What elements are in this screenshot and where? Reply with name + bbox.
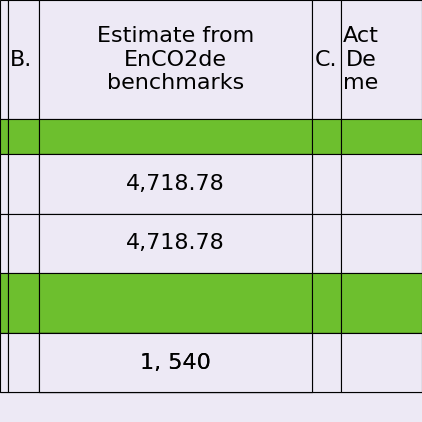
Bar — [312, 119, 341, 154]
Bar — [39, 154, 312, 214]
Text: Act
De
me: Act De me — [343, 26, 379, 93]
Bar — [341, 273, 422, 333]
Bar — [39, 333, 312, 392]
Bar — [8, 154, 39, 214]
Bar — [39, 119, 312, 154]
Bar — [8, 119, 39, 154]
Bar — [0, 273, 8, 333]
Bar — [39, 214, 312, 273]
Bar — [312, 0, 341, 119]
Text: Estimate from
EnCO2de
benchmarks: Estimate from EnCO2de benchmarks — [97, 26, 254, 93]
Bar — [0, 333, 8, 392]
Text: 4,718.78: 4,718.78 — [126, 173, 225, 194]
Bar — [341, 333, 422, 392]
Text: 1, 540: 1, 540 — [140, 353, 211, 373]
Bar — [312, 154, 341, 214]
Bar — [341, 0, 422, 119]
Text: 4,718.78: 4,718.78 — [126, 233, 225, 254]
Bar — [39, 333, 312, 392]
Bar — [39, 214, 312, 273]
Bar — [0, 333, 8, 392]
Bar — [0, 0, 8, 119]
Text: 1, 540: 1, 540 — [140, 353, 211, 373]
Bar — [341, 154, 422, 214]
Bar — [39, 333, 312, 392]
Bar — [0, 154, 8, 214]
Bar — [8, 0, 39, 119]
Bar — [0, 119, 8, 154]
Bar — [312, 273, 341, 333]
Bar — [39, 273, 312, 333]
Bar — [39, 333, 312, 392]
Bar — [0, 214, 8, 273]
Bar — [8, 333, 39, 392]
Bar — [341, 333, 422, 392]
Text: C.: C. — [314, 49, 337, 70]
Bar — [8, 333, 39, 392]
Bar — [312, 333, 341, 392]
Bar — [8, 214, 39, 273]
Bar — [312, 333, 341, 392]
Bar — [312, 214, 341, 273]
Bar — [39, 154, 312, 214]
Bar — [39, 0, 312, 119]
Text: B.: B. — [10, 49, 32, 70]
Bar — [341, 214, 422, 273]
Bar — [8, 273, 39, 333]
Bar — [341, 119, 422, 154]
